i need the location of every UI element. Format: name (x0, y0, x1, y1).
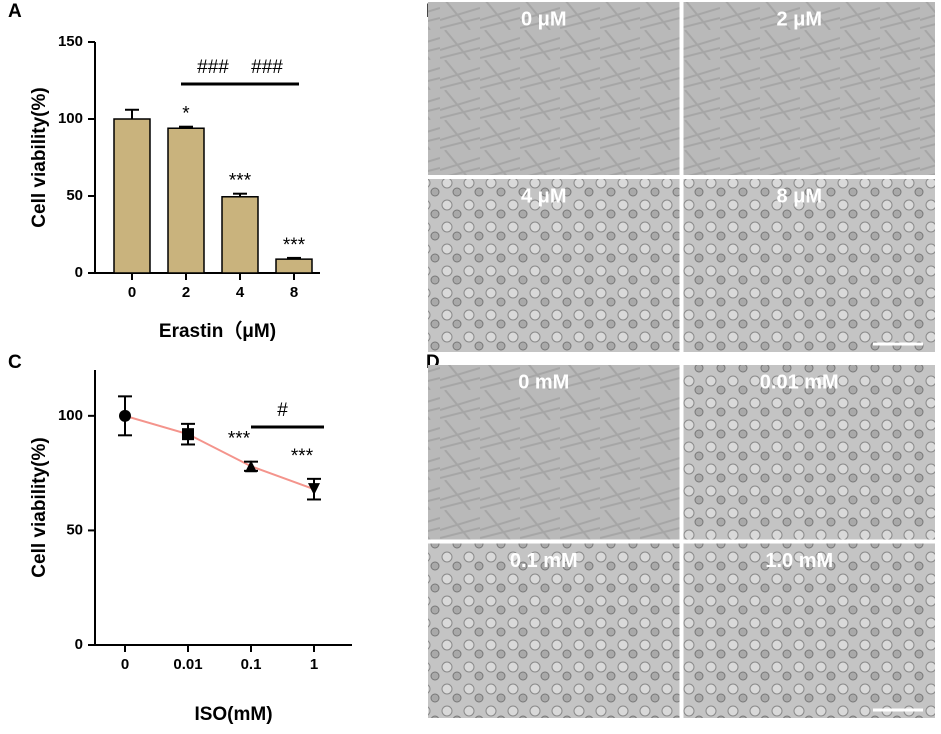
y-axis-label: Cell viability(%) (29, 437, 50, 577)
significance-label: * (182, 104, 190, 125)
image-label: 0 μM (521, 8, 567, 30)
bar (113, 118, 151, 274)
micrograph (683, 365, 935, 540)
x-tick-label: 0.01 (173, 656, 202, 673)
micrograph (683, 2, 935, 175)
y-tick-label: 150 (58, 33, 83, 50)
x-tick-label: 0.1 (241, 656, 262, 673)
significance-label: *** (291, 446, 314, 467)
comparison-label: ### (251, 57, 283, 78)
marker (182, 428, 194, 441)
x-tick-label: 2 (182, 284, 190, 301)
bar (275, 258, 313, 274)
image-label: 0.01 mM (760, 371, 839, 393)
y-axis-label: Cell viability(%) (29, 87, 50, 227)
y-tick-label: 100 (58, 110, 83, 127)
micrograph (428, 2, 680, 175)
marker (308, 483, 320, 496)
y-tick-label: 50 (66, 187, 83, 204)
x-tick-label: 0 (128, 284, 136, 301)
micrograph (683, 179, 935, 352)
significance-label: *** (283, 235, 306, 256)
micrograph (428, 543, 680, 718)
y-tick-label: 100 (58, 407, 83, 424)
panel-label: C (8, 352, 22, 373)
image-label: 1.0 mM (765, 550, 833, 572)
comparison-label: ### (197, 57, 229, 78)
y-tick-label: 50 (66, 521, 83, 538)
marker (245, 460, 257, 473)
error-bar (125, 108, 139, 119)
comparison-label: # (277, 400, 288, 421)
image-label: 2 μM (776, 8, 822, 30)
x-tick-label: 0 (121, 656, 129, 673)
bar (221, 196, 259, 274)
panel-label: A (8, 1, 22, 22)
y-tick-label: 0 (75, 264, 83, 281)
x-tick-label: 1 (310, 656, 318, 673)
micrograph (428, 365, 680, 540)
x-tick-label: 8 (290, 284, 298, 301)
x-tick-label: 4 (236, 284, 245, 301)
significance-label: *** (228, 429, 251, 450)
x-axis-label: Erastin（μM) (159, 319, 276, 342)
bar (167, 127, 205, 274)
image-label: 4 μM (521, 185, 567, 207)
micrograph (428, 179, 680, 352)
micrograph (683, 543, 935, 718)
x-axis-label: ISO(mM) (194, 704, 272, 725)
line (124, 414, 315, 491)
image-label: 0 mM (518, 371, 569, 393)
marker (119, 409, 131, 422)
y-tick-label: 0 (75, 636, 83, 653)
image-label: 0.1 mM (510, 550, 578, 572)
significance-label: *** (229, 171, 252, 192)
image-label: 8 μM (776, 185, 822, 207)
